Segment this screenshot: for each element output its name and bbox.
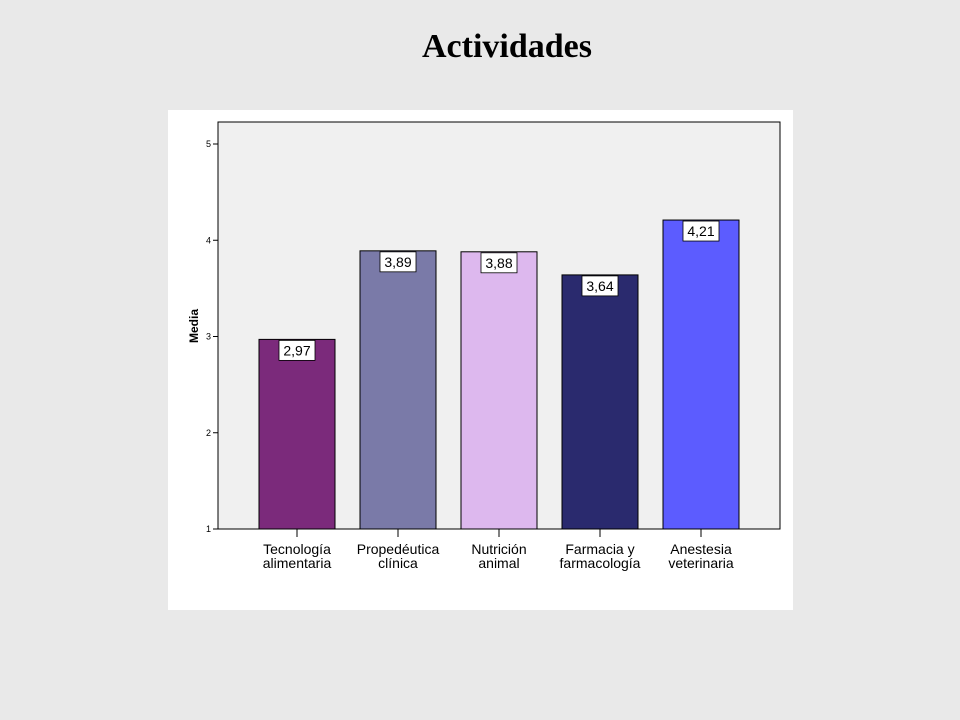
y-tick-label-3: 3 bbox=[206, 332, 211, 342]
chart-title: Actividades bbox=[422, 28, 592, 65]
bars: 2,97 3,89 3,88 3,64 4,21 bbox=[258, 219, 740, 530]
x-tick-label-4-line-2: farmacología bbox=[560, 555, 641, 571]
x-tick-label-3-line-1: Nutrición bbox=[471, 541, 526, 557]
bar-5 bbox=[662, 219, 740, 530]
data-label-2: 3,89 bbox=[384, 254, 411, 270]
y-tick-label-5: 5 bbox=[206, 139, 211, 149]
bar-2 bbox=[359, 250, 437, 530]
x-tick-label-3-line-2: animal bbox=[478, 555, 519, 571]
x-tick-label-1-line-2: alimentaria bbox=[263, 555, 332, 571]
data-label-box-5 bbox=[682, 220, 720, 242]
data-label-box-3 bbox=[480, 252, 518, 274]
data-label-5: 4,21 bbox=[687, 223, 714, 239]
x-tick-label-2-line-1: Propedéutica bbox=[357, 541, 440, 557]
x-tick-label-5-line-1: Anestesia bbox=[670, 541, 732, 557]
data-label-box-4 bbox=[581, 275, 619, 297]
y-tick-label-4: 4 bbox=[206, 235, 211, 245]
data-label-3: 3,88 bbox=[485, 255, 512, 271]
y-axis-title: Media bbox=[187, 309, 201, 343]
y-tick-label-2: 2 bbox=[206, 428, 211, 438]
data-label-box-1 bbox=[278, 339, 316, 361]
data-label-4: 3,64 bbox=[586, 278, 613, 294]
bar-1 bbox=[258, 338, 336, 530]
x-tick-label-1-line-1: Tecnología bbox=[263, 541, 331, 557]
bar-chart: 1 2 3 4 5 2,97 3,89 3,88 3,64 4,21 Tecnologíaali… bbox=[187, 121, 781, 571]
x-tick-label-4-line-1: Farmacia y bbox=[565, 541, 634, 557]
y-tick-label-1: 1 bbox=[206, 524, 211, 534]
x-tick-label-2-line-2: clínica bbox=[378, 555, 418, 571]
x-tick-label-5-line-2: veterinaria bbox=[668, 555, 734, 571]
bar-3 bbox=[460, 251, 538, 530]
chart-panel: 1 2 3 4 5 2,97 3,89 3,88 3,64 4,21 Tecnología ali… bbox=[168, 110, 793, 610]
data-label-box-2 bbox=[379, 251, 417, 273]
y-axis: 1 2 3 4 5 bbox=[206, 139, 218, 534]
bar-4 bbox=[561, 274, 639, 530]
data-label-1: 2,97 bbox=[283, 342, 310, 358]
